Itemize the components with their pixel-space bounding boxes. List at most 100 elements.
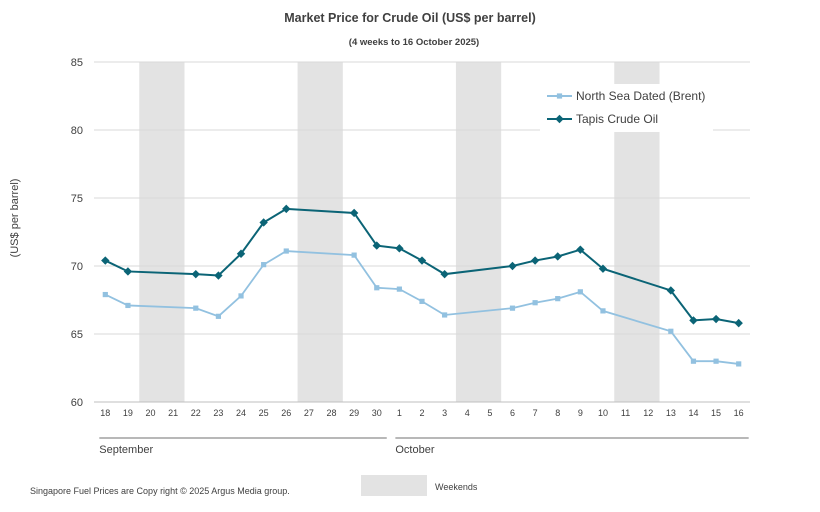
data-point [101, 256, 110, 265]
data-point [598, 264, 608, 273]
data-point [689, 316, 698, 325]
data-point [193, 305, 199, 311]
x-tick-label: 6 [510, 408, 515, 418]
x-tick-label: 13 [666, 408, 676, 418]
data-point [236, 249, 246, 258]
x-tick-label: 8 [555, 408, 560, 418]
data-point [666, 286, 676, 295]
x-axis-ticks: 18 19 20 21 22 23 24 25 26 27 28 29 30 1 2 3 4 5 6 7 8 9 10 11 1… [100, 408, 743, 418]
data-point [283, 248, 289, 254]
series-tapis [101, 204, 743, 328]
data-point [509, 305, 516, 311]
y-axis-label: (US$ per barrel) [9, 179, 21, 258]
month-label: September [99, 444, 153, 456]
legend-box [540, 84, 713, 132]
x-tick-label: 12 [643, 408, 653, 418]
data-point [282, 204, 291, 214]
legend: North Sea Dated (Brent) Tapis Crude Oil [540, 84, 713, 132]
legend-marker [556, 93, 563, 99]
y-tick-label: 70 [71, 261, 83, 273]
data-point [440, 269, 449, 279]
data-point [259, 218, 268, 227]
x-tick-label: 20 [146, 408, 156, 418]
chart-subtitle: (4 weeks to 16 October 2025) [349, 37, 479, 48]
data-point [711, 314, 721, 324]
y-axis-ticks: 60 65 70 75 80 85 [71, 57, 83, 409]
x-tick-label: 18 [100, 408, 110, 418]
x-tick-label: 28 [327, 408, 337, 418]
y-tick-label: 60 [71, 397, 83, 409]
x-tick-label: 9 [578, 408, 583, 418]
legend-entry: Tapis Crude Oil [576, 112, 658, 126]
x-tick-label: 29 [349, 408, 359, 418]
data-point [442, 312, 448, 318]
data-point [690, 358, 697, 364]
data-point [532, 300, 538, 306]
data-point [553, 252, 562, 261]
month-axis: September October [99, 437, 749, 456]
x-tick-label: 16 [734, 408, 744, 418]
legend-entry: North Sea Dated (Brent) [576, 89, 705, 103]
series-lines [101, 204, 743, 367]
x-tick-label: 22 [191, 408, 201, 418]
data-point [530, 256, 540, 265]
data-point [736, 361, 742, 367]
legend-marker [555, 114, 564, 124]
data-point [600, 308, 606, 314]
x-tick-label: 4 [465, 408, 470, 418]
x-tick-label: 1 [397, 408, 402, 418]
data-point [349, 208, 359, 218]
data-point [238, 293, 244, 299]
y-tick-label: 85 [71, 57, 83, 69]
data-point [102, 291, 108, 298]
x-tick-label: 25 [259, 408, 269, 418]
data-point [351, 252, 357, 258]
data-point [215, 313, 222, 319]
data-point [508, 261, 517, 271]
data-point [123, 267, 133, 276]
x-tick-label: 2 [419, 408, 424, 418]
x-tick-label: 11 [621, 408, 630, 418]
x-tick-label: 10 [598, 408, 608, 418]
data-point [395, 244, 404, 253]
data-point [555, 296, 561, 302]
chart-title: Market Price for Crude Oil (US$ per barr… [284, 11, 535, 25]
data-point [417, 256, 427, 265]
x-tick-label: 23 [213, 408, 223, 418]
x-tick-label: 27 [304, 408, 314, 418]
x-tick-label: 14 [688, 408, 698, 418]
x-tick-label: 7 [533, 408, 538, 418]
weekend-band-3 [455, 62, 502, 402]
data-point [734, 318, 743, 328]
x-tick-label: 26 [281, 408, 291, 418]
month-label: October [395, 444, 434, 456]
series-brent [102, 248, 742, 367]
gridlines [94, 61, 750, 403]
data-point [668, 328, 674, 334]
x-tick-label: 3 [442, 408, 447, 418]
data-point [713, 358, 719, 364]
x-tick-label: 24 [236, 408, 246, 418]
weekend-band-1 [139, 62, 185, 402]
data-point [419, 298, 425, 304]
y-tick-label: 75 [71, 193, 83, 205]
weekends-legend-swatch [361, 475, 427, 496]
data-point [577, 289, 583, 295]
data-point [214, 271, 223, 280]
x-tick-label: 19 [123, 408, 133, 418]
data-point [125, 302, 131, 309]
copyright-footnote: Singapore Fuel Prices are Copy right © 2… [30, 486, 290, 496]
x-tick-label: 30 [372, 408, 382, 418]
data-point [576, 245, 585, 254]
x-tick-label: 5 [487, 408, 492, 418]
weekend-band-2 [297, 62, 343, 402]
data-point [374, 285, 380, 291]
weekends-legend-label: Weekends [435, 482, 478, 492]
y-tick-label: 65 [71, 329, 83, 341]
y-tick-label: 80 [71, 125, 83, 137]
x-tick-label: 15 [711, 408, 721, 418]
data-point [396, 286, 402, 292]
data-point [261, 262, 267, 268]
data-point [372, 241, 381, 250]
